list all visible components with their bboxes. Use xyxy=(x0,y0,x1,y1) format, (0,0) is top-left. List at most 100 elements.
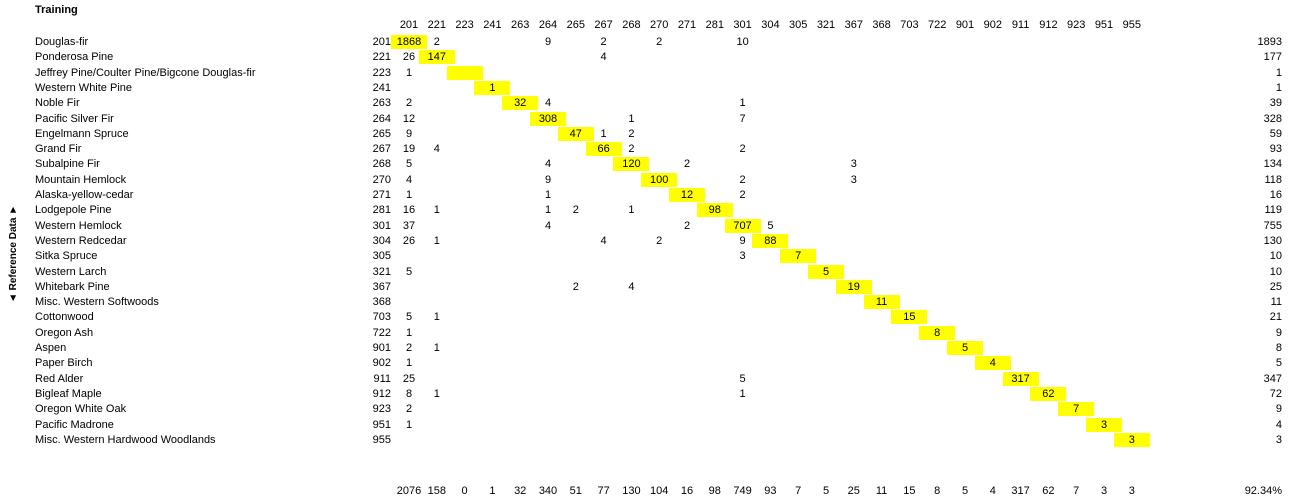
column-code-header: 951 xyxy=(1094,19,1114,31)
column-code-header: 722 xyxy=(928,19,947,31)
matrix-cell: 1 xyxy=(405,418,413,431)
row-species-name: Western White Pine xyxy=(35,81,133,94)
diagonal-cell: 15 xyxy=(891,310,928,325)
row-species-name: Oregon Ash xyxy=(35,326,94,339)
matrix-cell: 25 xyxy=(402,372,416,385)
row-code: 368 xyxy=(372,296,391,309)
row-species-name: Bigleaf Maple xyxy=(35,387,102,400)
row-total: 59 xyxy=(1269,127,1282,140)
matrix-cell: 4 xyxy=(433,143,440,156)
row-code: 912 xyxy=(372,387,391,400)
matrix-cell: 1 xyxy=(405,326,413,339)
row-species-name: Misc. Western Hardwood Woodlands xyxy=(35,433,216,446)
matrix-cell: 4 xyxy=(544,158,552,171)
row-species-name: Lodgepole Pine xyxy=(35,204,112,217)
row-species-name: Cottonwood xyxy=(35,311,94,324)
row-code: 902 xyxy=(372,357,391,370)
row-code: 268 xyxy=(372,158,391,171)
row-species-name: Whitebark Pine xyxy=(35,280,110,293)
row-code: 221 xyxy=(372,51,391,64)
row-code: 367 xyxy=(372,280,391,293)
matrix-cell: 2 xyxy=(683,219,691,232)
row-code: 955 xyxy=(372,433,391,446)
row-total: 93 xyxy=(1269,143,1282,156)
column-total: 32 xyxy=(514,485,527,497)
row-code: 201 xyxy=(372,36,391,48)
matrix-cell: 1 xyxy=(433,342,440,354)
column-code-header: 902 xyxy=(983,19,1002,31)
row-total: 10 xyxy=(1269,250,1282,263)
matrix-cell: 12 xyxy=(402,112,416,125)
matrix-cell: 2 xyxy=(572,280,579,293)
matrix-cell: 5 xyxy=(767,219,774,232)
row-species-name: Sitka Spruce xyxy=(35,250,98,263)
matrix-cell: 9 xyxy=(739,234,746,247)
diagonal-cell: 19 xyxy=(835,279,872,294)
matrix-cell: 1 xyxy=(405,357,413,370)
row-code: 271 xyxy=(372,189,391,201)
matrix-cell: 3 xyxy=(850,173,857,186)
row-species-name: Mountain Hemlock xyxy=(35,173,127,186)
diagonal-cell: 3 xyxy=(1086,417,1122,432)
column-total: 11 xyxy=(875,485,888,497)
diagonal-cell: 98 xyxy=(696,203,733,218)
diagonal-cell: 62 xyxy=(1030,386,1067,401)
matrix-cell: 2 xyxy=(683,158,691,171)
column-total: 7 xyxy=(1073,485,1080,497)
row-code: 923 xyxy=(372,403,391,416)
column-code-header: 321 xyxy=(816,19,836,31)
matrix-cell: 5 xyxy=(405,311,413,324)
row-species-name: Grand Fir xyxy=(35,143,82,156)
row-total: 119 xyxy=(1264,204,1282,217)
column-total: 749 xyxy=(733,485,752,497)
matrix-cell: 2 xyxy=(739,173,746,186)
diagonal-cell: 12 xyxy=(669,188,705,202)
column-total: 2076 xyxy=(396,485,422,497)
matrix-cell: 1 xyxy=(433,311,440,324)
row-total: 39 xyxy=(1269,97,1282,110)
row-total: 72 xyxy=(1269,387,1282,400)
row-code: 901 xyxy=(372,342,391,354)
row-total: 3 xyxy=(1275,433,1282,446)
diagonal-cell: 32 xyxy=(502,96,539,111)
column-code-header: 241 xyxy=(483,19,502,31)
column-total: 130 xyxy=(622,485,641,497)
matrix-cell: 1 xyxy=(544,204,552,217)
matrix-cell: 16 xyxy=(402,204,416,217)
matrix-cell: 26 xyxy=(402,51,416,64)
row-total: 328 xyxy=(1263,112,1282,125)
matrix-cell: 19 xyxy=(402,143,416,156)
matrix-cell: 1 xyxy=(433,234,440,247)
row-total: 25 xyxy=(1269,280,1282,293)
row-total: 177 xyxy=(1263,51,1282,64)
diagonal-cell: 11 xyxy=(863,295,900,310)
matrix-cell: 9 xyxy=(544,173,552,186)
diagonal-cell: 308 xyxy=(530,111,566,126)
column-code-header: 223 xyxy=(455,19,474,31)
row-code: 703 xyxy=(372,311,391,324)
column-code-header: 268 xyxy=(622,19,641,31)
row-total: 5 xyxy=(1275,357,1282,370)
column-total: 3 xyxy=(1100,485,1108,497)
matrix-cell: 26 xyxy=(402,234,416,247)
matrix-cell: 9 xyxy=(405,127,413,140)
row-species-name: Pacific Madrone xyxy=(35,418,114,431)
diagonal-cell: 47 xyxy=(557,126,594,141)
matrix-cell: 4 xyxy=(544,219,552,232)
diagonal-cell: 8 xyxy=(919,325,956,340)
column-code-header: 281 xyxy=(705,19,724,31)
diagonal-cell: 5 xyxy=(947,341,983,355)
matrix-cell: 1 xyxy=(405,66,413,79)
row-species-name: Jeffrey Pine/Coulter Pine/Bigcone Dougla… xyxy=(35,66,256,79)
column-total: 25 xyxy=(847,485,860,497)
matrix-cell: 2 xyxy=(600,36,607,48)
column-total: 98 xyxy=(708,485,721,497)
matrix-cell: 1 xyxy=(433,204,440,217)
matrix-cell: 1 xyxy=(628,112,635,125)
matrix-cell: 4 xyxy=(600,51,607,64)
matrix-cell: 5 xyxy=(739,372,746,385)
column-total: 8 xyxy=(934,485,941,497)
diagonal-cell: 147 xyxy=(418,50,455,65)
row-code: 722 xyxy=(372,326,391,339)
column-code-header: 301 xyxy=(733,19,752,31)
